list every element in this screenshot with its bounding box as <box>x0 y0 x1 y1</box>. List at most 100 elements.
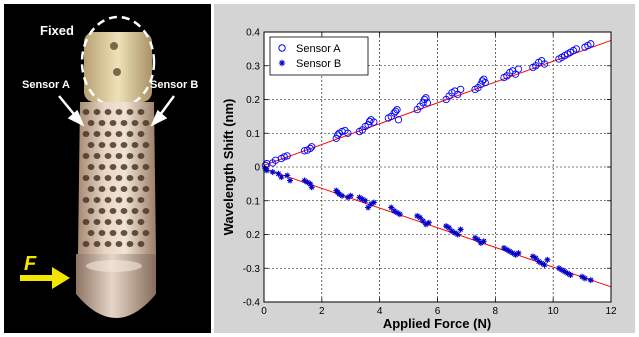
data-point-sensor-a <box>422 94 430 102</box>
data-point-sensor-b <box>391 207 398 214</box>
perforation-hole <box>82 175 90 181</box>
axis-ticks: 0 2 4 6 8 10 12 -0.4 -0.3 0.2 0.1 0 0.1 0.2 0.3 0.4 <box>243 28 617 318</box>
screw-bottom <box>113 68 121 76</box>
perforation-hole <box>131 186 139 192</box>
perforation-hole <box>115 109 123 115</box>
legend-marker-sensor-a <box>278 44 286 52</box>
perforation-hole <box>98 164 106 170</box>
data-point-sensor-b <box>359 196 366 203</box>
perforation-hole <box>98 208 106 214</box>
fit-lines <box>263 39 612 288</box>
data-point-sensor-b <box>422 221 429 228</box>
data-point-sensor-b <box>263 167 270 174</box>
perforation-hole <box>126 109 134 115</box>
data-point-sensor-a <box>344 129 352 137</box>
perforation-hole <box>142 142 150 148</box>
perforation-hole <box>120 208 128 214</box>
label-sensor-a: Sensor A <box>22 79 70 91</box>
perforation-hole <box>87 142 95 148</box>
data-point-sensor-b <box>448 228 455 235</box>
perforation-hole <box>93 175 101 181</box>
data-point-sensor-b <box>474 236 481 243</box>
perforation-hole <box>137 131 145 137</box>
perforation-hole <box>82 197 90 203</box>
data-point-sensor-b <box>347 192 354 199</box>
x-tick-label: 2 <box>319 306 325 317</box>
perforation-hole <box>115 241 123 247</box>
legend-label-sensor-b: Sensor B <box>296 58 341 70</box>
data-point-sensor-b <box>388 204 395 211</box>
perforation-hole <box>126 175 134 181</box>
data-point-sensor-b <box>339 192 346 199</box>
perforation-hole <box>120 164 128 170</box>
legend-label-sensor-a: Sensor A <box>296 43 341 55</box>
sensor-b-arrow <box>150 95 176 127</box>
perforation-hole <box>93 153 101 159</box>
data-point-sensor-b <box>477 239 484 246</box>
perforation-hole <box>104 219 112 225</box>
perforation-hole <box>82 131 90 137</box>
data-point-sensor-a <box>587 40 595 48</box>
perforation-hole <box>104 153 112 159</box>
data-point-sensor-b <box>367 201 374 208</box>
perforation-hole <box>142 120 150 126</box>
fit-line <box>263 39 612 166</box>
x-tick-label: 8 <box>493 306 499 317</box>
data-point-sensor-b <box>284 172 291 179</box>
data-point-sensor-b <box>579 273 586 280</box>
perforation-hole <box>131 120 139 126</box>
perforation-hole <box>137 109 145 115</box>
perforation-hole <box>109 230 117 236</box>
label-sensor-b: Sensor B <box>150 79 198 91</box>
data-point-sensor-b <box>451 229 458 236</box>
perforation-hole <box>98 230 106 236</box>
perforation-hole <box>126 197 134 203</box>
data-point-sensor-b <box>512 251 519 258</box>
perforation-hole <box>104 175 112 181</box>
data-point-sensor-b <box>561 268 568 275</box>
perforation-hole <box>93 197 101 203</box>
perforation-hole <box>98 120 106 126</box>
grid-lines <box>264 32 611 302</box>
perforation-hole <box>115 131 123 137</box>
data-point-sensor-a <box>308 143 316 151</box>
perforation-hole <box>93 219 101 225</box>
data-point-sensor-b <box>506 248 513 255</box>
perforation-hole <box>120 120 128 126</box>
data-point-sensor-b <box>269 169 276 176</box>
data-point-sensor-b <box>567 272 574 278</box>
perforation-hole <box>93 109 101 115</box>
x-axis-label: Applied Force (N) <box>383 316 491 331</box>
perforation-hole <box>137 153 145 159</box>
perforation-hole <box>120 230 128 236</box>
perforation-hole <box>109 142 117 148</box>
data-point-sensor-b <box>564 270 571 277</box>
data-point-sensor-b <box>396 211 403 218</box>
data-point-sensor-b <box>362 197 369 204</box>
data-point-sensor-b <box>304 179 311 186</box>
perforation-hole <box>142 164 150 170</box>
perforation-hole <box>115 197 123 203</box>
y-tick-label: 0.2 <box>246 230 260 241</box>
perforation-hole <box>137 241 145 247</box>
legend-marker-sensor-b <box>278 59 286 67</box>
data-point-sensor-b <box>417 214 424 221</box>
label-force: F <box>24 253 37 275</box>
x-tick-label: 12 <box>605 306 617 317</box>
data-point-sensor-b <box>420 218 427 224</box>
legend: Sensor A Sensor B <box>269 36 369 76</box>
data-point-sensor-b <box>394 209 401 216</box>
data-point-sensor-b <box>472 234 479 241</box>
data-point-sensor-a <box>394 116 403 124</box>
perforation-hole <box>142 208 150 214</box>
perforation-hole <box>82 109 90 115</box>
perforation-hole <box>93 241 101 247</box>
data-point-sensor-a <box>306 144 314 153</box>
y-tick-label: 0.1 <box>246 129 260 140</box>
data-point-sensor-b <box>425 219 432 226</box>
y-tick-label: -0.3 <box>243 264 261 275</box>
perforation-hole <box>104 131 112 137</box>
data-point-sensor-b <box>503 246 510 253</box>
series-sensor-b <box>262 165 594 284</box>
perforation-hole <box>87 208 95 214</box>
